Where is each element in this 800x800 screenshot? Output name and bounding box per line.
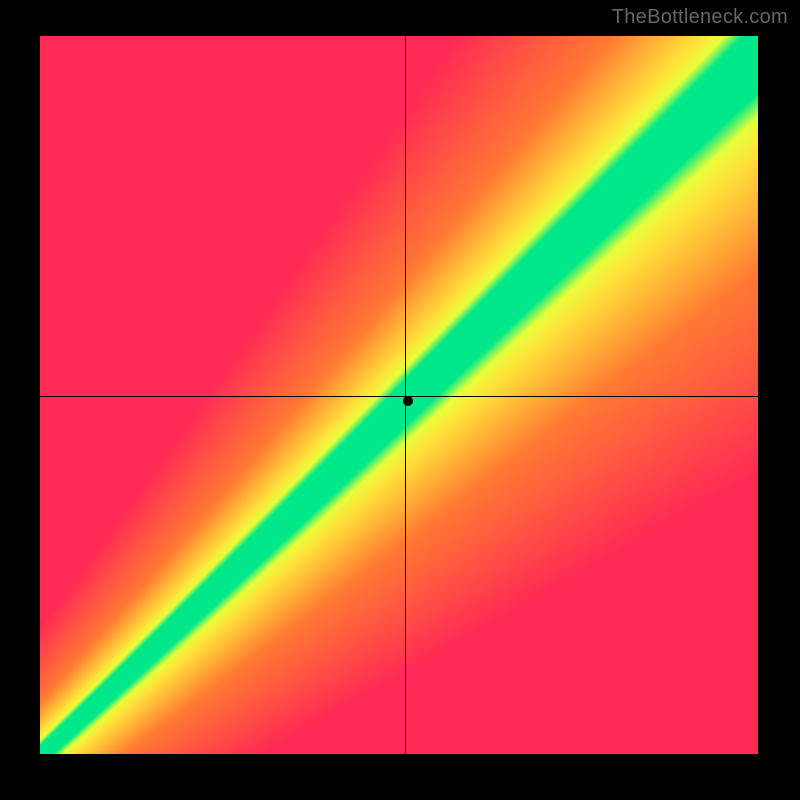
watermark-text: TheBottleneck.com: [612, 6, 788, 29]
bottleneck-heatmap: [40, 36, 758, 754]
heatmap-plot-area: [40, 36, 758, 754]
chart-outer-frame: TheBottleneck.com: [0, 0, 800, 800]
selection-marker: [403, 396, 413, 406]
crosshair-horizontal: [40, 396, 758, 397]
